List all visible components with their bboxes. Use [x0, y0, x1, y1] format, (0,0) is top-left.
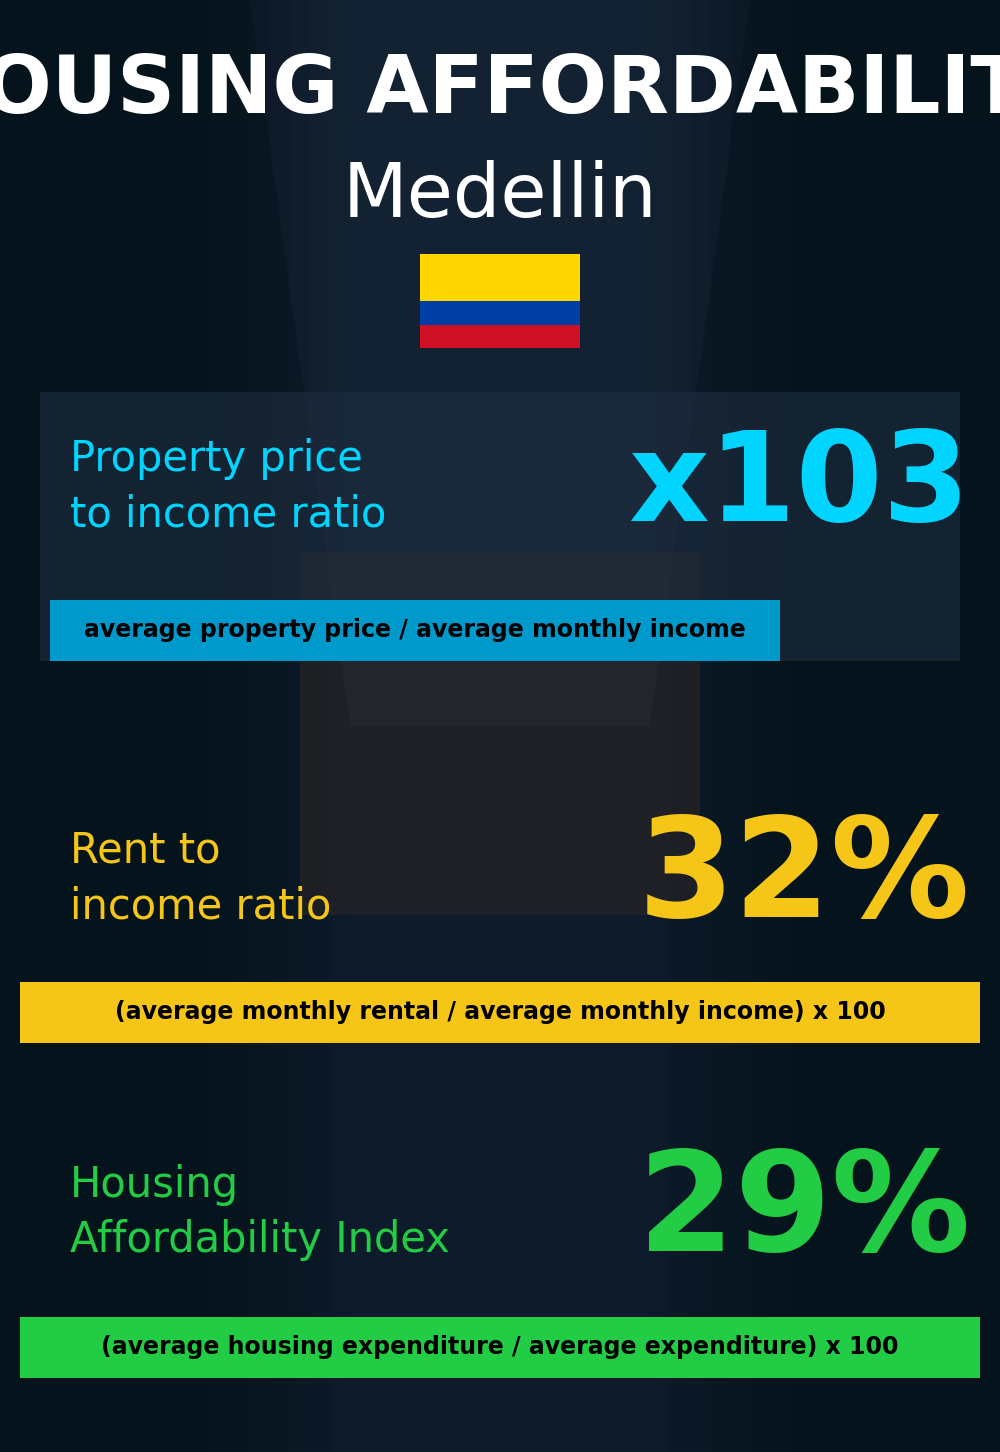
Text: Rent to
income ratio: Rent to income ratio: [70, 831, 331, 926]
Bar: [420, 325, 580, 348]
Bar: [730, 0, 1000, 1452]
Bar: [650, 0, 1000, 1452]
Text: (average housing expenditure / average expenditure) x 100: (average housing expenditure / average e…: [101, 1336, 899, 1359]
Bar: [690, 0, 1000, 1452]
Bar: [0, 0, 350, 1452]
Bar: [20, 1317, 980, 1378]
Bar: [0, 0, 330, 1452]
Text: 32%: 32%: [638, 812, 970, 945]
Text: Medellin: Medellin: [343, 160, 657, 232]
Bar: [790, 0, 1000, 1452]
Text: Property price
to income ratio: Property price to income ratio: [70, 439, 386, 534]
Bar: [0, 0, 310, 1452]
Bar: [0, 0, 270, 1452]
Text: average property price / average monthly income: average property price / average monthly…: [84, 619, 746, 642]
Text: HOUSING AFFORDABILITY: HOUSING AFFORDABILITY: [0, 52, 1000, 131]
Bar: [0, 0, 250, 1452]
Bar: [420, 254, 580, 301]
Polygon shape: [250, 0, 750, 726]
Bar: [0, 0, 210, 1452]
Bar: [300, 552, 700, 915]
Bar: [20, 982, 980, 1043]
Bar: [750, 0, 1000, 1452]
Text: x103: x103: [628, 425, 970, 547]
Bar: [670, 0, 1000, 1452]
Bar: [50, 600, 780, 661]
Text: (average monthly rental / average monthly income) x 100: (average monthly rental / average monthl…: [115, 1000, 885, 1024]
Bar: [770, 0, 1000, 1452]
Bar: [420, 301, 580, 325]
Text: 29%: 29%: [638, 1146, 970, 1279]
Bar: [0, 0, 230, 1452]
Text: Housing
Affordability Index: Housing Affordability Index: [70, 1165, 450, 1260]
Bar: [710, 0, 1000, 1452]
Bar: [40, 392, 960, 661]
Bar: [0, 0, 290, 1452]
